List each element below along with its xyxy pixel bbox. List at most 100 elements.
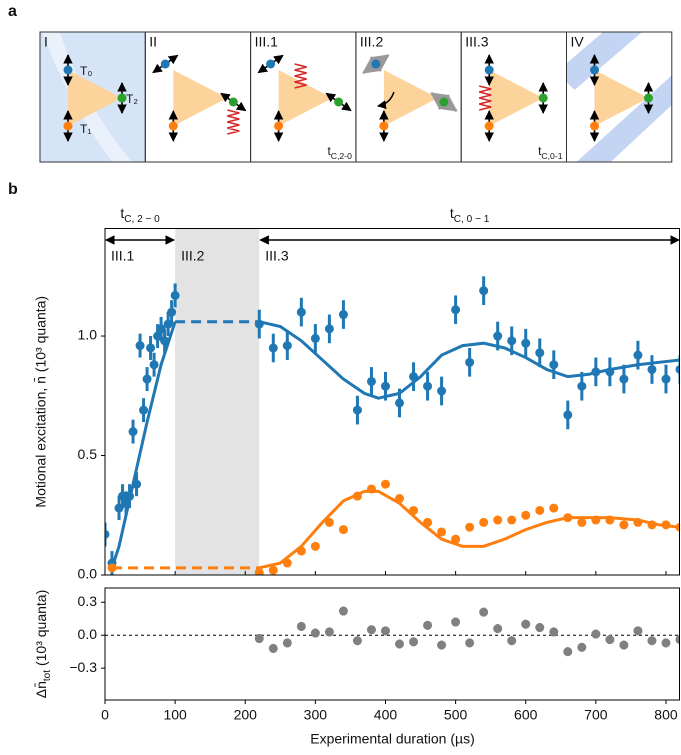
subscript-label: tC,0-1 <box>538 144 563 161</box>
data-point <box>338 606 348 616</box>
label-sub: C,2-0 <box>331 151 352 161</box>
data-point <box>535 505 545 515</box>
data-point <box>352 405 362 415</box>
data-point <box>268 565 278 575</box>
data-point <box>521 619 531 629</box>
stage-content <box>479 54 549 142</box>
data-point <box>577 642 587 652</box>
data-point <box>146 343 156 353</box>
stage-box: I T₀ T₂ T₁ <box>39 31 146 163</box>
stage-content <box>566 32 672 162</box>
y-axis-label: Δn̄tot (10³ quanta) <box>33 590 53 699</box>
ion <box>168 121 178 131</box>
data-point <box>605 367 615 377</box>
data-point <box>549 360 559 370</box>
data-point <box>107 563 117 573</box>
ion <box>379 121 389 131</box>
stage-label: I <box>44 34 48 50</box>
data-point <box>296 307 306 317</box>
data-point <box>479 286 489 296</box>
data-point <box>170 290 180 300</box>
data-point <box>409 505 419 515</box>
axes-frame <box>104 587 680 701</box>
data-point <box>338 525 348 535</box>
data-point <box>661 638 671 648</box>
data-point <box>535 623 545 633</box>
data-point <box>479 517 489 527</box>
label-sub: C,0-1 <box>541 151 562 161</box>
plot-area <box>105 606 680 657</box>
data-point <box>352 636 362 646</box>
data-point <box>563 513 573 523</box>
data-point <box>647 636 657 646</box>
data-point <box>160 336 170 346</box>
data-point <box>296 621 306 631</box>
trap-triangle <box>278 70 333 126</box>
trap-triangle <box>489 70 544 126</box>
data-point <box>633 517 643 527</box>
ion <box>160 59 170 69</box>
data-point <box>352 491 362 501</box>
data-point <box>647 520 657 530</box>
x-tick-label: 700 <box>584 707 608 723</box>
stage-content <box>40 32 146 162</box>
stage-label: III.1 <box>255 34 279 50</box>
trap-triangle <box>383 70 438 126</box>
data-point <box>395 398 405 408</box>
label-rest: (10³ quanta) <box>33 590 49 670</box>
data-point <box>633 626 643 636</box>
data-point <box>380 626 390 636</box>
label-main: t <box>120 205 124 221</box>
x-axis-label: Experimental duration (µs) <box>310 731 474 747</box>
data-point <box>451 617 461 627</box>
label-main: t <box>538 144 542 158</box>
ion <box>63 121 73 131</box>
panel-label: a <box>8 3 17 20</box>
panel-label: b <box>8 181 18 198</box>
stage-frame <box>566 31 673 163</box>
y-tick-label: 0.0 <box>78 566 98 582</box>
ion <box>371 59 381 69</box>
data-point <box>605 515 615 525</box>
data-point <box>675 522 680 532</box>
excitation-squiggle <box>479 85 492 111</box>
x-tick-label: 100 <box>163 707 187 723</box>
data-point <box>366 376 376 386</box>
data-point <box>451 305 461 315</box>
label-main: Δn̄ <box>33 681 49 698</box>
ion <box>228 97 238 107</box>
data-point <box>310 333 320 343</box>
stage-label: II <box>149 34 157 50</box>
data-point <box>633 350 643 360</box>
data-point <box>493 624 503 634</box>
data-point <box>493 515 503 525</box>
stage-box: II <box>144 31 252 163</box>
potential-stripe <box>576 75 672 162</box>
excitation-squiggle <box>227 109 240 135</box>
data-point <box>591 367 601 377</box>
data-point <box>661 520 671 530</box>
stage-content <box>257 54 352 142</box>
phase-label: III.1 <box>111 248 135 264</box>
data-point <box>465 638 475 648</box>
data-point <box>675 364 680 374</box>
data-point <box>423 381 433 391</box>
data-point <box>465 357 475 367</box>
label-main: t <box>450 205 454 221</box>
stage-label: III.2 <box>360 34 384 50</box>
fit-line <box>110 321 177 569</box>
data-point <box>619 640 629 650</box>
data-point <box>619 374 629 384</box>
data-point <box>268 643 278 653</box>
data-point <box>282 558 292 568</box>
data-point <box>324 517 334 527</box>
data-point <box>493 331 503 341</box>
data-point <box>254 319 264 329</box>
data-point <box>366 625 376 635</box>
data-point <box>437 640 447 650</box>
data-point <box>282 341 292 351</box>
data-point <box>437 527 447 537</box>
x-tick-label: 500 <box>444 707 468 723</box>
label-sub: C, 0 − 1 <box>454 214 490 225</box>
y-tick-label: 1.0 <box>78 327 98 343</box>
